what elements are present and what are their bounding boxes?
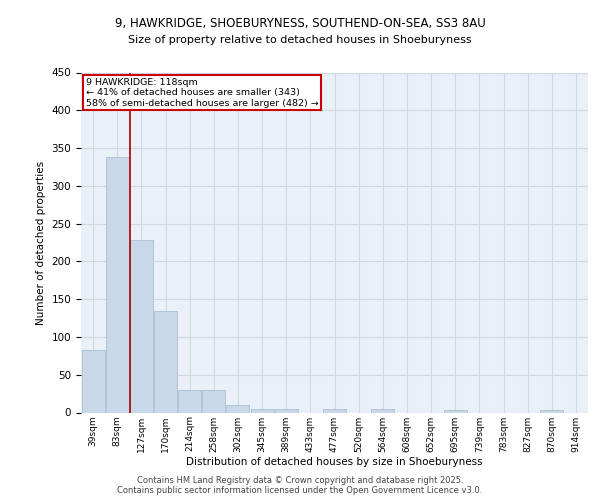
X-axis label: Distribution of detached houses by size in Shoeburyness: Distribution of detached houses by size … — [186, 457, 483, 467]
Bar — [541, 410, 563, 412]
Bar — [130, 240, 153, 412]
Text: 9 HAWKRIDGE: 118sqm
← 41% of detached houses are smaller (343)
58% of semi-detac: 9 HAWKRIDGE: 118sqm ← 41% of detached ho… — [86, 78, 319, 108]
Y-axis label: Number of detached properties: Number of detached properties — [36, 160, 46, 324]
Bar — [202, 390, 225, 412]
Bar — [82, 350, 104, 412]
Bar — [154, 310, 177, 412]
Text: 9, HAWKRIDGE, SHOEBURYNESS, SOUTHEND-ON-SEA, SS3 8AU: 9, HAWKRIDGE, SHOEBURYNESS, SOUTHEND-ON-… — [115, 18, 485, 30]
Bar — [106, 157, 128, 412]
Bar — [444, 410, 467, 412]
Bar — [323, 408, 346, 412]
Bar — [371, 408, 394, 412]
Text: Size of property relative to detached houses in Shoeburyness: Size of property relative to detached ho… — [128, 35, 472, 45]
Text: Contains HM Land Registry data © Crown copyright and database right 2025.: Contains HM Land Registry data © Crown c… — [137, 476, 463, 485]
Bar — [178, 390, 201, 412]
Bar — [275, 408, 298, 412]
Bar — [251, 408, 274, 412]
Text: Contains public sector information licensed under the Open Government Licence v3: Contains public sector information licen… — [118, 486, 482, 495]
Bar — [226, 405, 250, 412]
